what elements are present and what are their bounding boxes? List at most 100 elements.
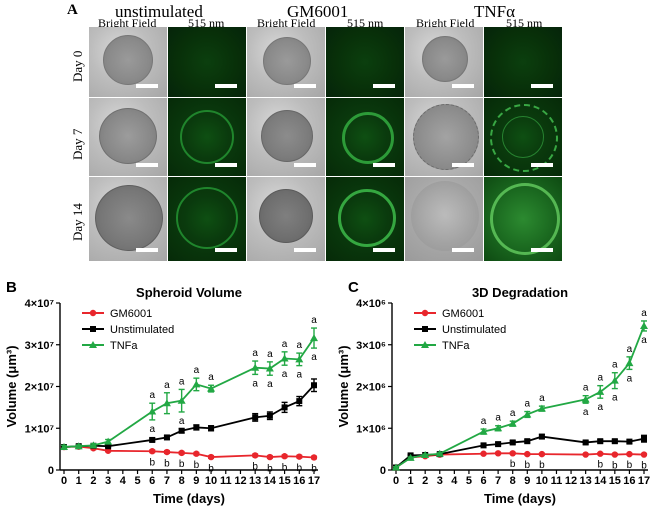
x-tick-label: 1 — [76, 475, 82, 487]
legend-label: TNFa — [442, 340, 470, 352]
significance-label: a — [583, 407, 589, 418]
significance-label: b — [297, 463, 303, 474]
data-point — [524, 438, 531, 445]
data-point — [208, 425, 215, 432]
significance-label: a — [194, 365, 200, 376]
significance-label: a — [597, 373, 603, 384]
data-point — [625, 359, 634, 367]
series-line — [395, 325, 645, 469]
data-point — [251, 452, 259, 459]
data-point — [163, 434, 170, 441]
y-tick-label: 3×10⁷ — [25, 340, 55, 352]
legend-entry-tnfa: TNFa — [414, 340, 470, 352]
subheader-515nm-3: 515 nm — [506, 16, 543, 30]
y-tick-label: 2×10⁶ — [356, 382, 386, 394]
data-point — [479, 427, 488, 435]
x-tick-label: 6 — [480, 475, 486, 487]
subheader-bright-field-2: Bright Field — [257, 16, 316, 30]
significance-label: a — [495, 413, 501, 424]
significance-label: b — [597, 460, 603, 471]
significance-label: b — [525, 460, 531, 471]
significance-label: a — [149, 424, 155, 435]
data-point — [582, 451, 589, 458]
data-point — [296, 398, 303, 405]
x-tick-label: 7 — [495, 475, 501, 487]
y-tick-label: 0 — [48, 465, 54, 477]
x-tick-label: 16 — [293, 475, 305, 487]
y-tick-label: 1×10⁷ — [25, 423, 55, 435]
micrograph-gm6001-515-day0 — [326, 27, 404, 97]
significance-label: a — [612, 360, 618, 371]
data-point — [480, 450, 487, 457]
micrograph-unstimulated-515-day14 — [168, 177, 246, 261]
significance-label: a — [297, 340, 303, 351]
subheader-bright-field-1: Bright Field — [98, 16, 157, 30]
data-point — [251, 363, 260, 371]
x-tick-label: 8 — [510, 475, 516, 487]
data-point — [611, 451, 619, 458]
data-point — [193, 450, 200, 457]
x-tick-label: 10 — [536, 475, 548, 487]
legend-entry-unstimulated: Unstimulated — [82, 324, 174, 336]
data-point — [281, 404, 288, 411]
significance-label: a — [267, 379, 273, 390]
significance-label: a — [510, 408, 516, 419]
legend-label: Unstimulated — [442, 324, 506, 336]
x-tick-label: 17 — [638, 475, 650, 487]
data-point — [177, 396, 186, 404]
legend-entry-gm6001: GM6001 — [414, 308, 484, 320]
data-point — [60, 443, 68, 451]
legend-marker — [89, 341, 97, 348]
y-axis-label: Volume (μm³) — [336, 345, 351, 427]
significance-label: a — [641, 335, 647, 346]
data-point — [193, 424, 200, 431]
significance-label: a — [583, 383, 589, 394]
condition-label-tnfa: TNFα — [474, 2, 516, 21]
data-point — [626, 438, 633, 445]
significance-label: a — [282, 339, 288, 350]
significance-label: a — [641, 308, 647, 319]
data-point — [640, 451, 648, 458]
data-point — [104, 437, 113, 445]
data-point — [281, 453, 288, 460]
significance-label: a — [164, 380, 170, 391]
data-point — [596, 387, 605, 395]
data-point — [524, 450, 531, 458]
y-axis-label: Volume (μm³) — [4, 345, 19, 427]
legend-label: TNFa — [110, 340, 138, 352]
significance-label: b — [179, 459, 185, 470]
micrograph-unstimulated-bf-day0 — [89, 27, 167, 97]
x-tick-label: 3 — [437, 475, 443, 487]
data-point — [523, 410, 532, 418]
significance-label: a — [597, 402, 603, 413]
data-point — [509, 450, 516, 457]
x-tick-label: 0 — [61, 475, 67, 487]
data-point — [640, 321, 648, 329]
data-point — [163, 448, 171, 456]
legend-marker — [90, 326, 96, 332]
data-point — [192, 380, 201, 388]
micrograph-tnfa-bf-day7 — [405, 98, 483, 176]
x-tick-label: 15 — [609, 475, 621, 487]
micrograph-unstimulated-bf-day14 — [89, 177, 167, 261]
x-tick-label: 8 — [179, 475, 185, 487]
legend-marker — [421, 309, 429, 317]
micrograph-unstimulated-515-day0 — [168, 27, 246, 97]
significance-label: a — [612, 393, 618, 404]
series-line — [395, 452, 645, 469]
x-tick-label: 13 — [249, 475, 261, 487]
data-point — [265, 364, 274, 372]
series-line — [63, 337, 315, 448]
data-point — [641, 435, 647, 442]
series-line — [63, 445, 315, 459]
subheader-515nm-1: 515 nm — [188, 16, 225, 30]
micrograph-gm6001-bf-day7 — [247, 98, 325, 176]
data-point — [495, 441, 502, 448]
series-unstimulated — [393, 433, 647, 471]
significance-label: b — [539, 460, 545, 471]
significance-label: b — [164, 458, 170, 469]
panel-a-letter: A — [67, 2, 78, 18]
